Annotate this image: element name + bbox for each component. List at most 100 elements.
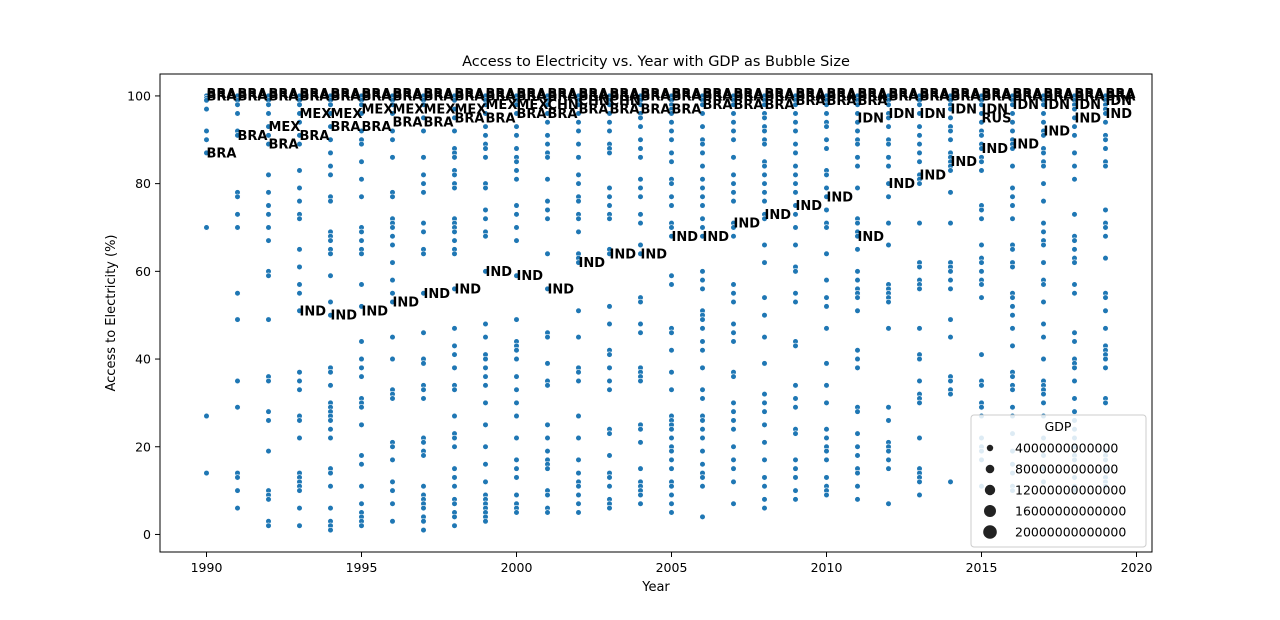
data-point [358,355,365,363]
data-point [265,141,272,148]
data-point [730,154,737,161]
data-point [978,158,985,165]
point-label: BRA [951,89,981,104]
data-point [451,184,458,192]
data-point [885,220,892,227]
data-point [389,277,396,284]
data-point [234,377,241,385]
data-point [358,373,365,380]
point-label: BRA [641,89,671,104]
data-point [606,193,613,200]
data-point [699,176,706,183]
data-point [482,184,489,192]
data-point [482,334,489,341]
data-point [1071,149,1078,157]
data-point [606,474,613,481]
y-axis: 0 20 40 60 80 100 [127,88,160,542]
point-label: BRA [455,89,485,104]
data-point [234,290,241,297]
data-point [792,382,799,389]
data-point [761,189,768,196]
point-label: IND [765,208,792,223]
data-point [1009,110,1016,117]
data-point [978,101,985,108]
data-point [792,224,799,231]
point-label: BRA [548,87,578,102]
data-point [637,136,644,143]
data-point [327,312,334,319]
point-label: BRA [610,103,640,118]
data-point [389,518,396,525]
point-label: IND [889,177,916,192]
data-point [451,364,458,371]
data-point [823,382,830,389]
data-point [978,145,985,152]
data-point [637,241,644,249]
data-point [978,351,985,358]
data-point [761,101,768,108]
data-point [575,500,582,507]
point-label: BRA [207,146,237,161]
data-point [482,399,489,406]
data-point [761,312,768,319]
data-point [792,487,799,494]
data-point [947,167,954,174]
data-point [265,272,272,279]
data-point [947,105,954,113]
data-point [544,285,551,292]
data-point [203,224,210,231]
data-point [854,355,861,363]
data-point [234,487,241,494]
data-point [668,483,675,490]
legend-entry-label: 16000000000000 [1015,504,1126,519]
point-label: BRA [858,89,888,104]
data-point [327,198,334,205]
data-point [358,364,365,371]
data-point [606,377,613,385]
y-tick-label: 0 [143,527,151,542]
data-point [296,101,303,108]
data-point [482,123,489,130]
data-point [978,268,985,275]
data-point [265,123,272,130]
data-point [885,123,892,130]
data-point [978,404,985,411]
data-point [389,193,396,200]
data-point [358,483,365,490]
point-label: BRA [920,89,950,104]
point-label: BRA [1075,87,1105,102]
point-label: BRA [300,89,330,104]
y-tick-label: 80 [135,176,151,191]
point-label: IDN [1013,98,1040,113]
data-point [513,465,520,472]
data-point [916,263,923,271]
data-point [854,347,861,354]
data-point [730,233,737,240]
data-point [792,211,799,218]
data-point [730,338,737,345]
data-point [885,417,892,424]
data-point [1040,391,1047,398]
data-point [358,303,365,310]
data-point [668,158,675,165]
data-point [544,176,551,183]
data-point [699,395,706,402]
data-point [575,141,582,148]
data-point [699,162,706,170]
data-point [761,162,768,170]
data-point [296,522,303,529]
data-point [482,373,489,380]
data-point [451,237,458,244]
point-label: CHN [548,98,579,113]
data-point [1040,298,1047,306]
data-point [668,456,675,464]
data-point [203,149,210,157]
data-point [1071,329,1078,336]
data-point [668,426,675,433]
data-point [1009,193,1016,200]
point-label: IND [331,309,358,324]
plot-area-frame [159,73,1153,553]
data-point [823,184,830,192]
x-axis-label: Year [641,580,670,595]
x-tick-label: 1995 [346,560,378,575]
